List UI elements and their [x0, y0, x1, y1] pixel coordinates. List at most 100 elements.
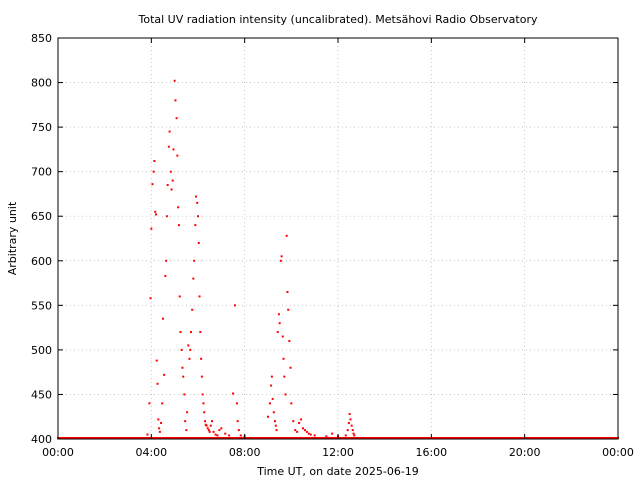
data-point: [275, 429, 278, 432]
data-point: [300, 418, 303, 421]
data-point: [212, 430, 215, 433]
data-point: [156, 382, 159, 385]
data-point: [195, 195, 198, 198]
data-point: [283, 375, 286, 378]
data-point: [282, 357, 285, 360]
data-point: [352, 432, 355, 435]
data-point: [177, 224, 180, 227]
data-point: [349, 418, 352, 421]
data-point: [170, 188, 173, 191]
data-point: [211, 420, 213, 423]
data-point: [286, 290, 289, 293]
data-point: [155, 213, 157, 216]
data-point: [181, 366, 184, 369]
data-point: [152, 170, 155, 173]
data-point: [228, 434, 231, 437]
data-point: [171, 179, 174, 182]
data-point: [218, 429, 221, 432]
data-point: [292, 420, 295, 423]
x-tick-label: 08:00: [229, 446, 261, 459]
data-point: [239, 434, 242, 437]
data-point: [172, 148, 175, 151]
data-point: [197, 241, 200, 244]
y-tick-label: 500: [31, 344, 52, 357]
data-point: [199, 331, 202, 334]
data-point: [237, 429, 240, 432]
data-point: [175, 117, 178, 120]
data-point: [200, 375, 203, 378]
data-point: [303, 429, 306, 432]
data-point: [158, 430, 161, 433]
x-axis-label: Time UT, on date 2025-06-19: [256, 465, 419, 478]
data-point: [165, 259, 168, 262]
data-point: [271, 397, 274, 400]
data-point: [161, 402, 164, 405]
x-tick-label: 20:00: [509, 446, 541, 459]
data-point: [189, 348, 192, 351]
y-axis-ticks: 400 450 500 550 600 650 700 750 800 850: [31, 32, 618, 446]
y-tick-label: 650: [31, 210, 52, 223]
data-point: [162, 317, 164, 320]
data-point: [206, 427, 209, 430]
data-point: [233, 304, 236, 307]
data-point: [202, 402, 205, 405]
data-point: [208, 430, 211, 433]
data-point: [272, 411, 275, 414]
data-points: [146, 79, 356, 438]
baseline-points: [57, 437, 619, 439]
data-point: [146, 433, 149, 436]
data-point: [278, 322, 281, 325]
grid-lines: [58, 38, 618, 439]
x-tick-label: 04:00: [135, 446, 167, 459]
data-point: [174, 99, 177, 102]
data-point: [294, 429, 297, 432]
data-point: [164, 274, 167, 277]
data-point: [348, 413, 351, 416]
data-point: [193, 259, 196, 262]
data-point: [149, 297, 152, 300]
data-point: [281, 335, 284, 338]
data-point: [184, 420, 187, 423]
data-point: [270, 375, 273, 378]
data-point: [168, 130, 171, 133]
y-axis-label: Arbitrary unit: [6, 201, 19, 275]
data-point: [309, 433, 312, 436]
data-point: [209, 424, 212, 427]
data-point: [186, 411, 189, 414]
data-point: [183, 393, 186, 396]
data-point: [155, 359, 158, 362]
data-point: [302, 427, 304, 430]
data-point: [216, 434, 219, 437]
data-point: [298, 421, 301, 424]
data-point: [307, 432, 310, 435]
data-point: [153, 159, 156, 162]
data-point: [179, 331, 182, 334]
data-point: [177, 206, 180, 209]
data-point: [191, 308, 194, 311]
data-point: [305, 430, 308, 433]
data-point: [163, 373, 166, 376]
y-tick-label: 750: [31, 121, 52, 134]
data-point: [158, 427, 161, 430]
data-point: [165, 215, 168, 218]
y-tick-label: 550: [31, 299, 52, 312]
data-point: [166, 184, 169, 187]
data-point: [279, 259, 282, 262]
data-point: [201, 393, 204, 396]
data-point: [350, 424, 353, 427]
data-point: [235, 402, 238, 405]
data-point: [232, 392, 234, 395]
data-point: [285, 234, 288, 237]
data-point: [313, 434, 316, 437]
data-point: [347, 421, 350, 424]
data-point: [151, 183, 154, 186]
x-tick-label: 16:00: [415, 446, 447, 459]
data-point: [288, 339, 291, 342]
data-point: [178, 295, 181, 298]
data-point: [204, 420, 206, 423]
chart-title: Total UV radiation intensity (uncalibrat…: [138, 13, 538, 26]
data-point: [284, 393, 287, 396]
data-point: [154, 210, 157, 213]
data-point: [194, 224, 197, 227]
